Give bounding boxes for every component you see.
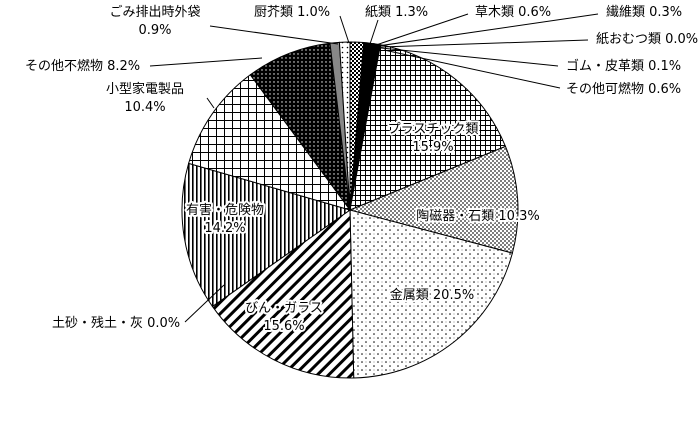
slice-7-label: 陶磁器・石類 10.3% [416,208,539,224]
slice-9-label: びん・ガラス 15.6% [245,301,323,334]
slice-12-label-name: 小型家電製品 [106,81,184,97]
slice-14-label: ごみ排出時外袋 0.9% [109,4,200,38]
slice-14-label-name: ごみ排出時外袋 [109,4,200,20]
slice-9-label-name: びん・ガラス [245,301,323,316]
slice-8 [349,209,513,379]
slice-labels: 紙類 1.3% 草木類 0.6% 繊維類 0.3% 紙おむつ類 0.0% ゴム・皮革類 … [25,4,698,336]
slice-12-label-value: 10.4% [124,100,165,115]
slice-1-label: 草木類 0.6% [475,5,551,20]
slice-13-leader-line [149,57,263,67]
slice-5-leader-line [383,49,561,89]
slice-11-label: 有害・危険物 14.2% [186,202,264,236]
slice-12 [187,74,352,211]
slice-3-label: 紙おむつ類 0.0% [596,32,698,47]
slice-4-label: ゴム・皮革類 0.1% [566,58,681,74]
slice-0-label: 紙類 1.3% [365,5,428,20]
slice-7 [348,145,519,254]
slice-13-label: その他不燃物 8.2% [25,58,140,74]
slice-11-label-value: 14.2% [204,221,245,236]
slice-11-label-name: 有害・危険物 [186,202,264,218]
slice-11 [181,162,352,308]
slice-14-label-value: 0.9% [138,23,171,38]
slice-9-label-value: 15.6% [263,319,304,334]
slice-14-leader-line [209,25,339,45]
slice-6-label-value: 15.9% [412,140,453,155]
slice-13 [249,42,351,212]
slice-8-label: 金属類 20.5% [390,287,474,303]
slice-10-label: 土砂・残土・灰 0.0% [52,316,180,331]
slice-0-leader-line [369,19,379,45]
slice-2-leader-line [377,13,599,47]
leader-lines [149,13,599,323]
slice-9 [211,209,355,379]
slice-15 [338,41,351,211]
slice-15-label: 厨芥類 1.0% [254,5,330,20]
slice-2-label: 繊維類 0.3% [606,4,682,20]
slice-12-leader-line [206,97,215,109]
slice-6 [349,44,507,211]
slice-15-leader-line [339,15,350,44]
slice-10-leader-line [184,284,225,323]
slice-4-leader-line [380,47,559,67]
slice-5-label: その他可燃物 0.6% [566,81,681,97]
slice-1-leader-line [375,13,469,46]
slice-3-leader-line [379,39,589,48]
slice-6-label: プラスチック類 15.9% [388,122,479,155]
slice-6-label-name: プラスチック類 [388,122,479,137]
slice-12-label: 小型家電製品 10.4% [106,81,184,115]
pie-slices [181,41,519,379]
